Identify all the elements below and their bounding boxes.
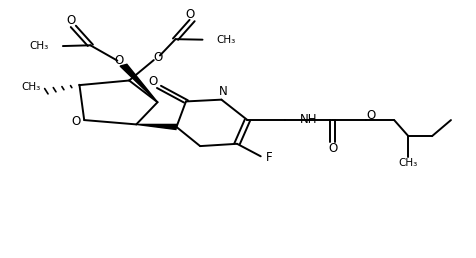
Text: CH₃: CH₃ (21, 82, 40, 92)
Text: N: N (218, 85, 227, 99)
Text: O: O (71, 115, 80, 128)
Text: O: O (154, 51, 163, 63)
Text: CH₃: CH₃ (217, 35, 236, 45)
Text: O: O (328, 142, 337, 155)
Text: CH₃: CH₃ (399, 158, 418, 168)
Text: CH₃: CH₃ (30, 41, 49, 51)
Text: NH: NH (299, 113, 317, 126)
Text: O: O (149, 75, 158, 88)
Text: O: O (114, 54, 123, 67)
Text: F: F (266, 151, 273, 164)
Text: O: O (185, 9, 194, 21)
Text: O: O (66, 14, 76, 27)
Polygon shape (136, 124, 177, 130)
Polygon shape (120, 64, 158, 102)
Text: O: O (366, 109, 375, 122)
